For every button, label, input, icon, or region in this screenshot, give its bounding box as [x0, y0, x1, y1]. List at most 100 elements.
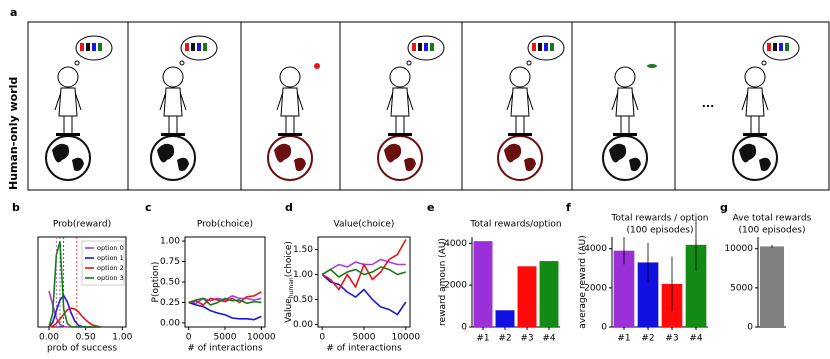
bar [473, 241, 493, 327]
x-tick-label: 5000 [214, 333, 237, 343]
y-tick-label: 1.50 [293, 245, 313, 255]
x-tick-label: #2 [641, 334, 654, 344]
series-line [48, 241, 101, 328]
chart-title: Value(choice) [334, 220, 395, 230]
globe [497, 135, 543, 181]
bubble-dot [74, 60, 80, 66]
stand [278, 133, 302, 136]
plot-frame [184, 236, 266, 328]
x-axis-label: prob of success [47, 344, 117, 354]
legend-label: option 3 [97, 274, 124, 282]
bubble-icon [544, 43, 548, 51]
stand [508, 133, 532, 136]
bar [759, 246, 785, 327]
globe [602, 135, 648, 181]
bubble-icon [532, 43, 536, 51]
panel-label: f [566, 201, 571, 214]
y-tick-label: 0.25 [160, 298, 180, 308]
x-tick-label: 10000 [247, 333, 276, 343]
bubble-dot [526, 60, 532, 66]
y-label-sub: human [288, 277, 295, 298]
bar [539, 261, 559, 327]
globe [150, 135, 196, 181]
stand [613, 133, 637, 136]
bar [613, 250, 635, 327]
y-tick-label: 0.00 [293, 320, 313, 330]
continents [52, 143, 84, 172]
series-line [188, 291, 262, 306]
panel-label: d [285, 201, 293, 214]
bar [637, 262, 659, 327]
head [744, 66, 766, 88]
chart-title: Total rewards/option [469, 220, 561, 230]
y-tick-label: 2000 [444, 281, 467, 291]
y-tick-label: 5000 [730, 283, 753, 293]
bubble-icon [80, 43, 84, 51]
series-line [321, 266, 407, 278]
continents [384, 143, 416, 172]
y-tick-label: 0 [747, 323, 753, 333]
series-line [188, 297, 262, 306]
panel-label: e [427, 201, 434, 214]
bubble-icon [203, 43, 207, 51]
panel-label: c [145, 201, 152, 214]
chart-title: (100 episodes) [739, 226, 806, 236]
chart-title: (100 episodes) [627, 226, 694, 236]
comic-strip [45, 22, 800, 190]
x-tick-label: 5000 [353, 333, 376, 343]
bubble-icon [424, 43, 428, 51]
bubble-dot [761, 60, 767, 66]
ball [314, 63, 320, 69]
x-tick-label: 0.00 [39, 333, 59, 343]
head [614, 66, 636, 88]
body [159, 87, 187, 134]
head [509, 66, 531, 88]
x-tick-label: 0 [186, 333, 192, 343]
y-tick-label: 1.00 [293, 270, 313, 280]
series-line [48, 307, 101, 328]
body [741, 87, 769, 134]
bubble-dot [406, 60, 412, 66]
y-label-main: Value [284, 298, 294, 323]
body [386, 87, 414, 134]
x-tick-label: 10000 [391, 333, 420, 343]
y-label-main: P(option) [151, 262, 161, 303]
stand [743, 133, 767, 136]
legend-label: option 1 [97, 254, 124, 262]
x-tick-label: #2 [498, 334, 511, 344]
x-axis-label: # of interactions [187, 344, 263, 354]
body [506, 87, 534, 134]
body [54, 87, 82, 134]
bubble-icon [779, 43, 783, 51]
y-tick-label: 0 [601, 323, 607, 333]
continents [739, 143, 771, 172]
x-tick-label: #1 [476, 334, 489, 344]
x-axis-label: # of interactions [326, 344, 402, 354]
y-tick-label: 1.00 [160, 237, 180, 247]
y-tick-label: 4000 [444, 239, 467, 249]
y-axis-label: P(option) [151, 262, 161, 303]
y-axis-label: reward amoun (AU) [438, 238, 448, 326]
chart-title: Total rewards / option [611, 214, 709, 224]
bubble-icon [773, 43, 777, 51]
y-tick-label: 0.50 [160, 278, 180, 288]
panel-a-frame [27, 21, 830, 191]
ellipsis: ... [702, 97, 715, 110]
x-tick-label: 0.50 [76, 333, 96, 343]
bubble-icon [430, 43, 434, 51]
leaf [647, 64, 657, 68]
series-line [188, 295, 262, 305]
bubble-icon [412, 43, 416, 51]
stand [388, 133, 412, 136]
y-tick-label: 0.75 [160, 257, 180, 267]
bubble-icon [197, 43, 201, 51]
body [611, 87, 639, 134]
y-tick-label: 2000 [584, 283, 607, 293]
x-tick-label: #3 [520, 334, 533, 344]
x-tick-label: 1.00 [112, 333, 132, 343]
series-line [188, 301, 262, 321]
panel-label: a [10, 6, 17, 19]
x-tick-label: #3 [665, 334, 678, 344]
bubble-icon [92, 43, 96, 51]
